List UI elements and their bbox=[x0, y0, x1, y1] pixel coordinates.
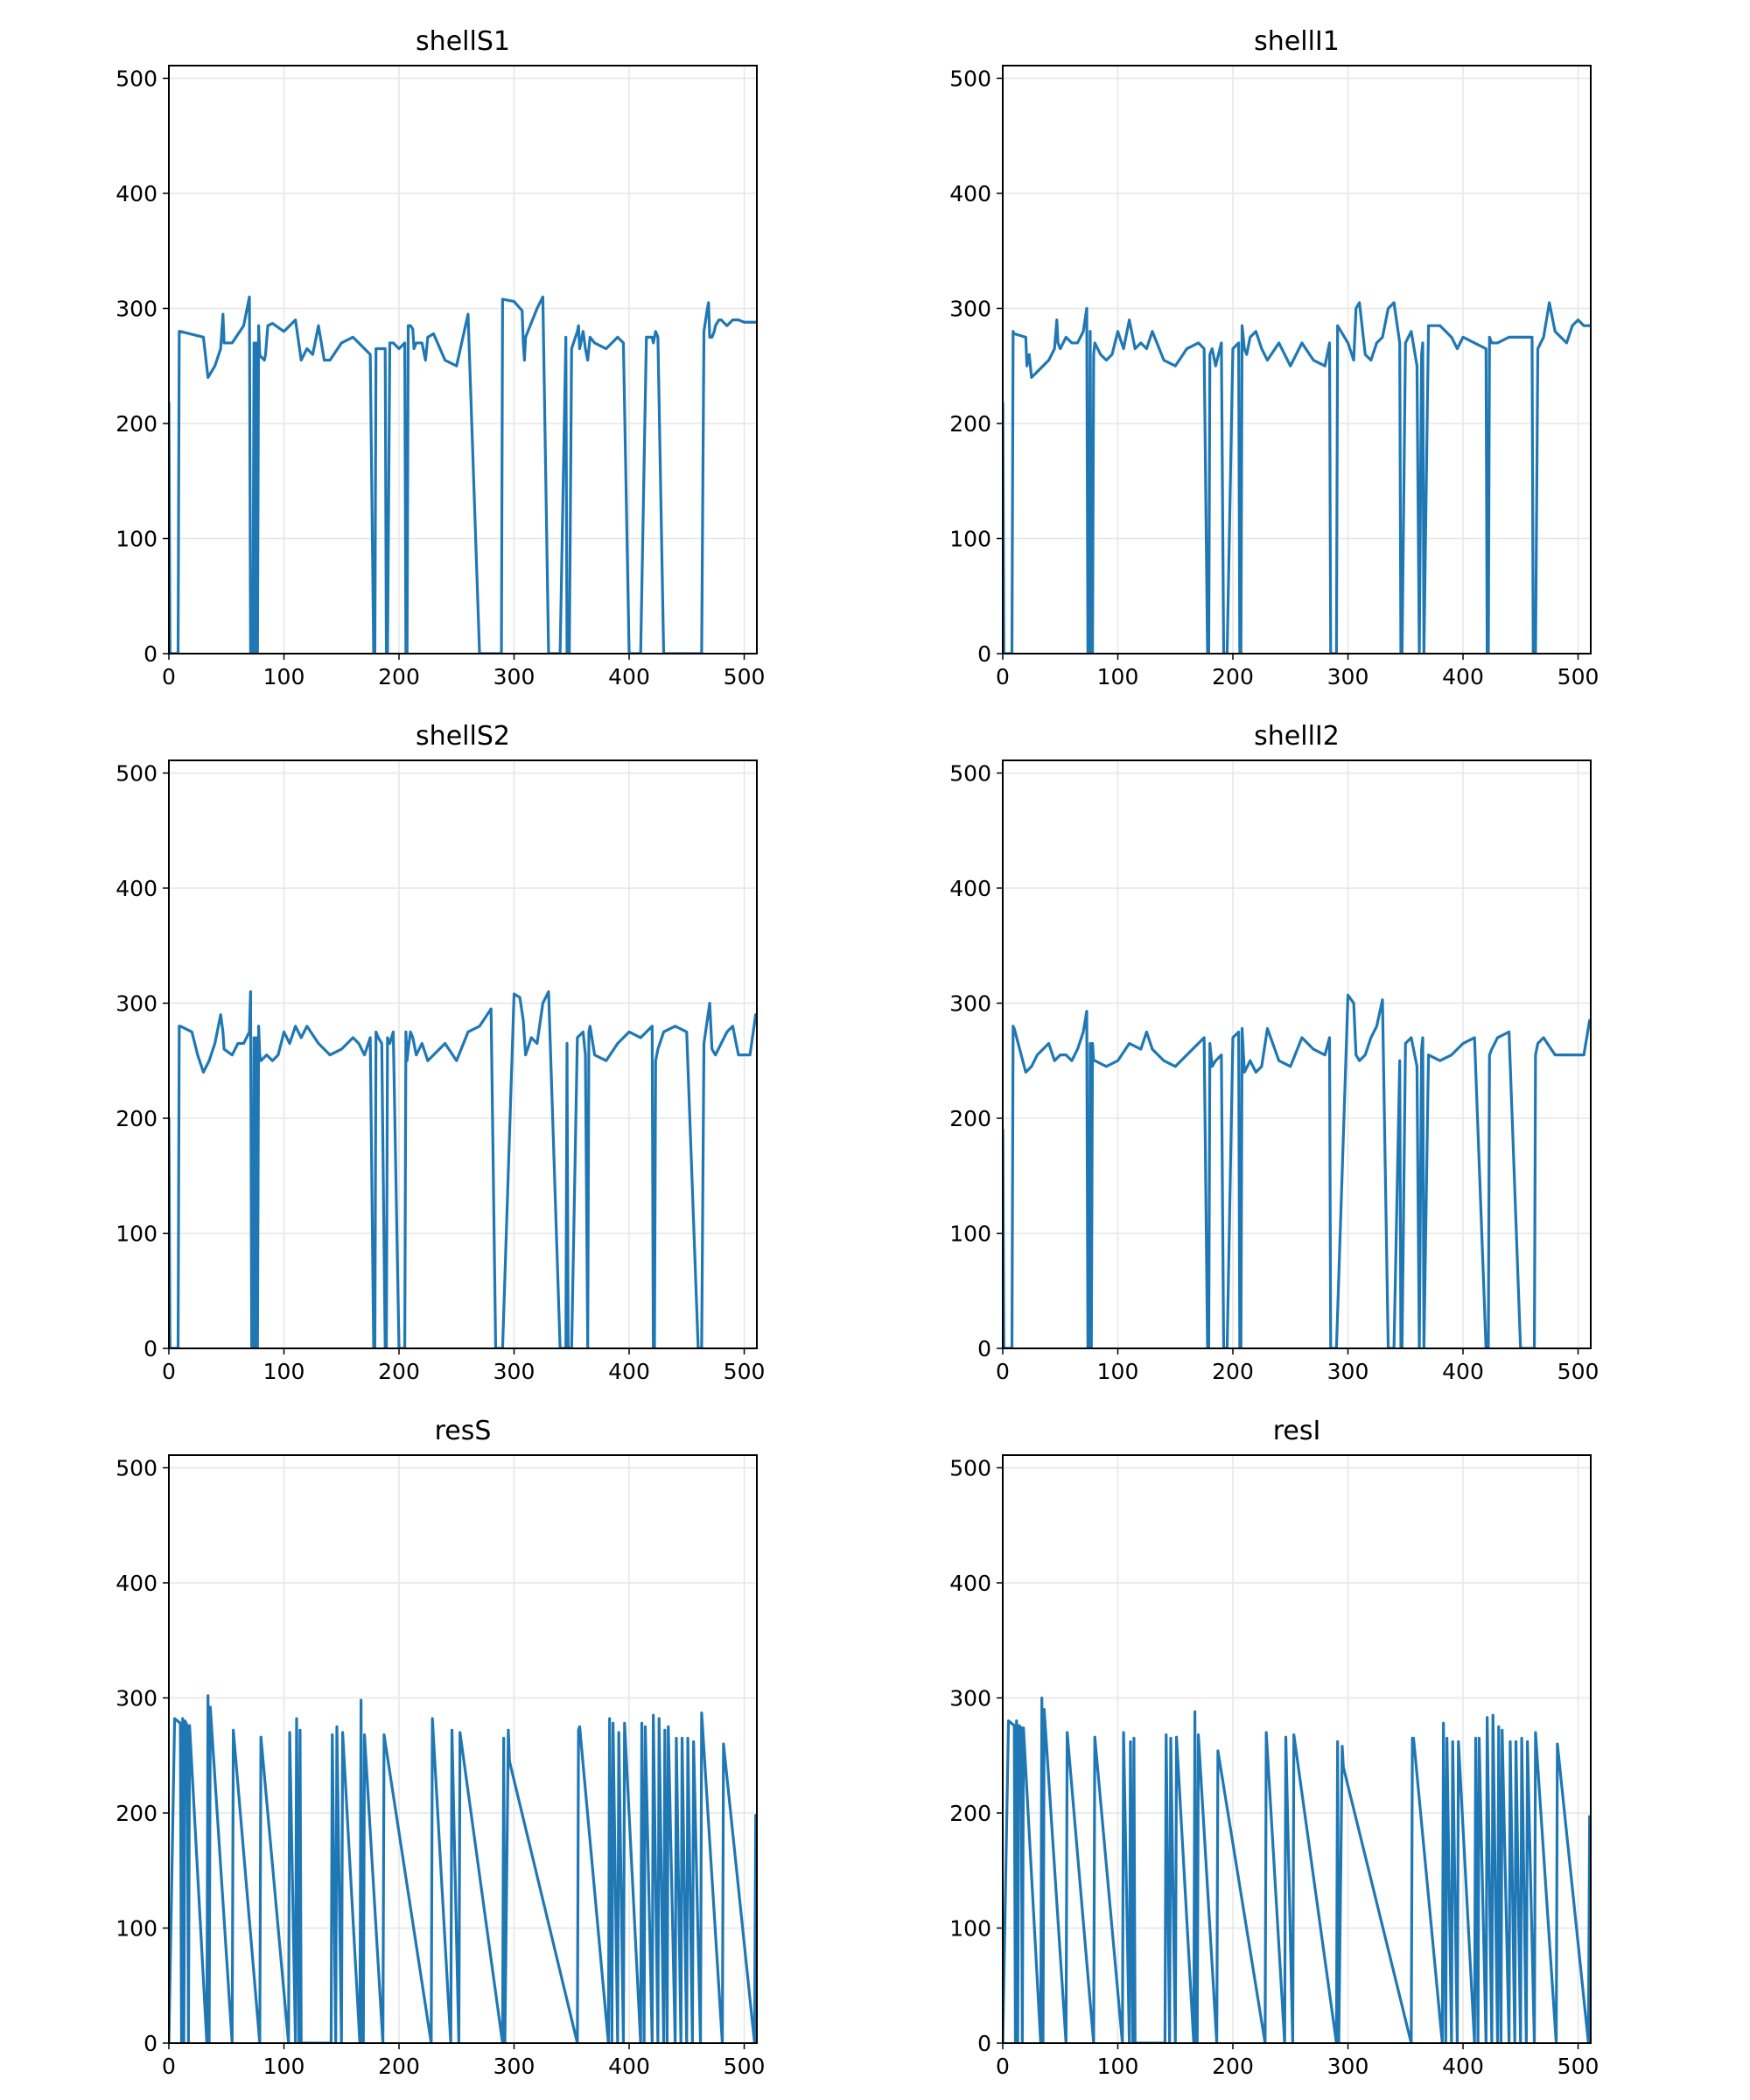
y-tick-label: 500 bbox=[949, 66, 991, 91]
y-tick-label: 0 bbox=[977, 641, 991, 667]
y-tick-label: 400 bbox=[116, 181, 158, 206]
y-tick-label: 300 bbox=[116, 296, 158, 321]
y-tick-label: 200 bbox=[949, 1801, 991, 1826]
subplot-shellI1: 0 100 200 300 400 500 0 100 200 300 400 500 shellI1 bbox=[949, 26, 1599, 690]
x-tick-label: 300 bbox=[494, 664, 536, 690]
x-tick-label: 300 bbox=[494, 1359, 536, 1384]
y-tick-label: 100 bbox=[949, 1221, 991, 1246]
subplot-shellI2: 0 100 200 300 400 500 0 100 200 300 400 500 shellI2 bbox=[949, 721, 1599, 1384]
x-tick-label: 300 bbox=[494, 2054, 536, 2079]
axes-frame bbox=[168, 1454, 758, 2044]
x-tick-label: 200 bbox=[1212, 1359, 1254, 1384]
x-tick-label: 300 bbox=[1327, 664, 1369, 690]
x-tick-label: 100 bbox=[263, 1359, 305, 1384]
x-tick-label: 500 bbox=[1558, 2054, 1600, 2079]
y-tick-label: 100 bbox=[116, 526, 158, 551]
y-tick-label: 500 bbox=[949, 760, 991, 786]
y-tick-label: 200 bbox=[116, 1106, 158, 1131]
subplot-title: shellI2 bbox=[1254, 721, 1340, 752]
data-line bbox=[1003, 1696, 1591, 2043]
x-tick-label: 100 bbox=[263, 2054, 305, 2079]
subplot-title: resS bbox=[435, 1416, 492, 1446]
x-tick-label: 100 bbox=[263, 664, 305, 690]
axes-frame bbox=[168, 760, 758, 1349]
x-tick-label: 400 bbox=[1442, 1359, 1484, 1384]
x-tick-label: 500 bbox=[1558, 1359, 1600, 1384]
y-tick-label: 400 bbox=[949, 181, 991, 206]
x-tick-label: 0 bbox=[996, 1359, 1010, 1384]
y-tick-label: 200 bbox=[949, 411, 991, 437]
x-tick-label: 100 bbox=[1097, 2054, 1139, 2079]
y-tick-label: 0 bbox=[144, 1336, 158, 1362]
x-tick-label: 200 bbox=[378, 2054, 420, 2079]
x-tick-label: 400 bbox=[608, 2054, 650, 2079]
data-line bbox=[169, 990, 757, 1348]
x-tick-label: 300 bbox=[1327, 1359, 1369, 1384]
y-tick-label: 500 bbox=[116, 1455, 158, 1480]
y-tick-label: 300 bbox=[949, 1685, 991, 1711]
y-tick-label: 300 bbox=[116, 990, 158, 1016]
y-tick-label: 400 bbox=[116, 876, 158, 901]
subplot-shellS2: 0 100 200 300 400 500 0 100 200 300 400 500 shellS2 bbox=[116, 721, 765, 1384]
x-tick-label: 200 bbox=[378, 1359, 420, 1384]
x-tick-label: 200 bbox=[1212, 2054, 1254, 2079]
x-tick-label: 500 bbox=[724, 1359, 766, 1384]
y-tick-label: 100 bbox=[949, 526, 991, 551]
x-tick-label: 400 bbox=[1442, 664, 1484, 690]
y-tick-label: 200 bbox=[116, 411, 158, 437]
axes-frame bbox=[1002, 1454, 1592, 2044]
y-tick-label: 500 bbox=[116, 66, 158, 91]
data-line bbox=[1003, 993, 1591, 1348]
y-tick-label: 100 bbox=[116, 1915, 158, 1941]
y-tick-label: 300 bbox=[116, 1685, 158, 1711]
subplot-title: shellI1 bbox=[1254, 26, 1340, 57]
x-tick-label: 400 bbox=[1442, 2054, 1484, 2079]
x-tick-label: 200 bbox=[1212, 664, 1254, 690]
axes-frame bbox=[1002, 65, 1592, 654]
subplot-resS: 0 100 200 300 400 500 0 100 200 300 400 500 resS bbox=[116, 1416, 765, 2079]
y-tick-label: 200 bbox=[949, 1106, 991, 1131]
subplot-title: shellS1 bbox=[416, 26, 510, 57]
subplot-title: resI bbox=[1273, 1416, 1321, 1446]
subplot-title: shellS2 bbox=[416, 721, 510, 752]
subplot-shellS1: 0 100 200 300 400 500 0 100 200 300 400 500 shellS1 bbox=[116, 26, 765, 690]
y-tick-label: 400 bbox=[116, 1571, 158, 1596]
x-tick-label: 300 bbox=[1327, 2054, 1369, 2079]
data-line bbox=[169, 1694, 757, 2043]
x-tick-label: 100 bbox=[1097, 1359, 1139, 1384]
x-tick-label: 0 bbox=[162, 664, 176, 690]
y-tick-label: 0 bbox=[144, 641, 158, 667]
x-tick-label: 500 bbox=[724, 2054, 766, 2079]
y-tick-label: 300 bbox=[949, 296, 991, 321]
x-tick-label: 400 bbox=[608, 1359, 650, 1384]
subplot-resI: 0 100 200 300 400 500 0 100 200 300 400 500 resI bbox=[949, 1416, 1599, 2079]
y-tick-label: 0 bbox=[144, 2031, 158, 2056]
y-tick-label: 300 bbox=[949, 990, 991, 1016]
x-tick-label: 0 bbox=[162, 2054, 176, 2079]
y-tick-label: 500 bbox=[949, 1455, 991, 1480]
data-line bbox=[1003, 301, 1591, 654]
axes-frame bbox=[1002, 760, 1592, 1349]
y-tick-label: 500 bbox=[116, 760, 158, 786]
x-tick-label: 200 bbox=[378, 664, 420, 690]
y-tick-label: 200 bbox=[116, 1801, 158, 1826]
x-tick-label: 0 bbox=[996, 664, 1010, 690]
x-tick-label: 100 bbox=[1097, 664, 1139, 690]
x-tick-label: 0 bbox=[996, 2054, 1010, 2079]
y-tick-label: 100 bbox=[949, 1915, 991, 1941]
y-tick-label: 0 bbox=[977, 1336, 991, 1362]
x-tick-label: 0 bbox=[162, 1359, 176, 1384]
data-line bbox=[169, 295, 757, 654]
y-tick-label: 400 bbox=[949, 1571, 991, 1596]
y-tick-label: 400 bbox=[949, 876, 991, 901]
x-tick-label: 500 bbox=[724, 664, 766, 690]
axes-frame bbox=[168, 65, 758, 654]
x-tick-label: 500 bbox=[1558, 664, 1600, 690]
y-tick-label: 0 bbox=[977, 2031, 991, 2056]
x-tick-label: 400 bbox=[608, 664, 650, 690]
y-tick-label: 100 bbox=[116, 1221, 158, 1246]
